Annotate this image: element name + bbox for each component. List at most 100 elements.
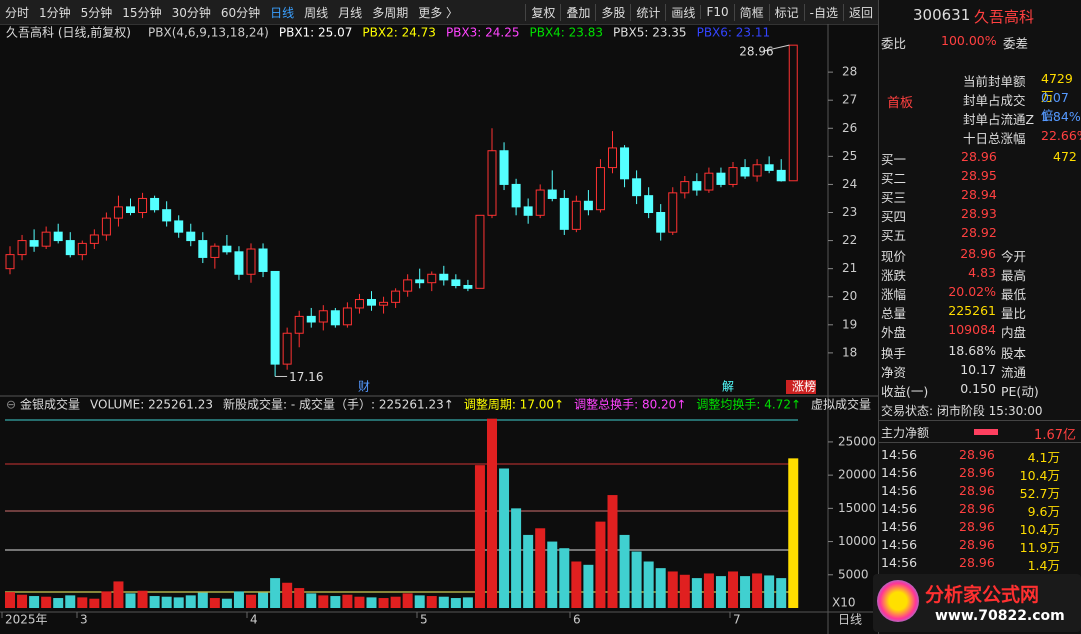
volume-bar bbox=[487, 418, 497, 608]
label: 收益(一) bbox=[881, 384, 929, 399]
quote-row: 14:56 28.96 11.9万 bbox=[881, 536, 1080, 555]
bid-label: 买三 bbox=[881, 190, 907, 205]
candle-body bbox=[379, 301, 389, 306]
candle-body bbox=[620, 147, 630, 180]
candle-body bbox=[246, 248, 256, 275]
candle-body bbox=[704, 172, 714, 191]
volume-bar bbox=[414, 595, 425, 608]
volume-bar bbox=[89, 598, 100, 608]
event-marker: 解 bbox=[722, 380, 734, 394]
candle-body bbox=[439, 273, 449, 281]
unit-label: X10 bbox=[832, 596, 856, 610]
divider bbox=[879, 442, 1081, 443]
volume-header: 调整总换手: 80.20↑ bbox=[574, 397, 686, 412]
quote-row: 14:56 28.96 4.1万 bbox=[881, 446, 1080, 465]
toolbar-button[interactable]: 多股 bbox=[595, 3, 630, 21]
volume-bar bbox=[342, 594, 353, 608]
volume-bar bbox=[306, 593, 317, 608]
toolbar-button[interactable]: 日线 bbox=[270, 5, 295, 20]
volume-bar bbox=[523, 534, 534, 608]
candle-body bbox=[5, 254, 15, 270]
label: 今开 bbox=[1001, 249, 1027, 264]
label: 总量 bbox=[881, 306, 907, 321]
toolbar-button[interactable]: F10 bbox=[700, 5, 733, 19]
candle-body bbox=[162, 209, 172, 222]
toolbar-button[interactable]: 5分钟 bbox=[80, 5, 113, 20]
candle-body bbox=[294, 315, 304, 334]
toolbar-button[interactable]: 15分钟 bbox=[122, 5, 162, 20]
toolbar-button[interactable]: 更多 〉 bbox=[418, 5, 459, 20]
volume-bar bbox=[53, 598, 64, 608]
volume-bar bbox=[776, 578, 787, 608]
toolbar-button[interactable]: 30分钟 bbox=[171, 5, 211, 20]
trade-price: 28.96 bbox=[959, 447, 995, 462]
toolbar-button[interactable]: 月线 bbox=[338, 5, 363, 20]
toolbar-button[interactable]: 分时 bbox=[5, 5, 30, 20]
toolbar-button[interactable]: 统计 bbox=[630, 3, 665, 21]
candle-body bbox=[318, 310, 328, 323]
candle-body bbox=[89, 234, 99, 244]
volume-bar bbox=[354, 596, 365, 608]
label: 流通 bbox=[1001, 365, 1027, 380]
y-tick-label: 24 bbox=[842, 177, 857, 191]
candle-body bbox=[330, 310, 340, 326]
seal-label: 当前封单额 bbox=[963, 74, 1026, 89]
candle-body bbox=[29, 240, 39, 247]
label: 现价 bbox=[881, 249, 907, 264]
quote-row: 买四 28.93 bbox=[881, 205, 1080, 224]
toolbar-button[interactable]: 复权 bbox=[525, 3, 560, 21]
toolbar-button[interactable]: 返回 bbox=[842, 3, 878, 21]
label: 净资 bbox=[881, 365, 907, 380]
volume-bar bbox=[173, 597, 184, 608]
toolbar-button[interactable]: -自选 bbox=[803, 3, 843, 21]
toolbar-button[interactable]: 叠加 bbox=[560, 3, 595, 21]
volume-bar bbox=[29, 596, 40, 608]
candle-body bbox=[487, 150, 497, 216]
toolbar-button[interactable]: 简框 bbox=[733, 3, 769, 21]
candle-body bbox=[17, 240, 27, 256]
trade-time: 14:56 bbox=[881, 447, 918, 462]
trade-volume: 10.4万 bbox=[1019, 522, 1060, 537]
x-tick-label: 2025年 bbox=[5, 613, 48, 627]
label: 委比 bbox=[881, 36, 907, 51]
volume-bar bbox=[149, 596, 160, 608]
volume-bar bbox=[619, 534, 630, 608]
volume-bar bbox=[137, 590, 148, 608]
toolbar-button[interactable]: 多周期 bbox=[372, 5, 409, 20]
volume-bar bbox=[715, 576, 726, 608]
candle-body bbox=[559, 197, 569, 230]
candle-body bbox=[644, 195, 654, 213]
candle-body bbox=[740, 167, 750, 177]
max-label: 28.96 bbox=[739, 45, 773, 59]
y-tick-label: 28 bbox=[842, 65, 857, 79]
quote-row: 现价 28.96 今开 bbox=[881, 245, 1080, 264]
toolbar-button[interactable]: 1分钟 bbox=[39, 5, 71, 20]
candle-body bbox=[427, 273, 437, 284]
volume-bar bbox=[221, 598, 232, 608]
toolbar-button[interactable]: 60分钟 bbox=[220, 5, 261, 20]
stock-name: 久吾高科 bbox=[974, 8, 1035, 26]
volume-bar bbox=[595, 521, 606, 608]
volume-bar bbox=[438, 596, 449, 608]
label: 股本 bbox=[1001, 346, 1027, 361]
candle-body bbox=[210, 245, 220, 258]
value: 18.68% bbox=[948, 343, 996, 358]
quote-row: 涨幅 20.02% 最低 bbox=[881, 283, 1080, 302]
x-tick-label: 3 bbox=[80, 613, 88, 627]
volume-bar bbox=[511, 508, 522, 608]
toolbar-button[interactable]: 周线 bbox=[304, 5, 329, 20]
toolbar-button[interactable]: 画线 bbox=[665, 3, 700, 21]
candle-body bbox=[258, 248, 268, 272]
trade-price: 28.96 bbox=[959, 555, 995, 570]
toolbar-button[interactable]: 标记 bbox=[768, 3, 804, 21]
trade-time: 14:56 bbox=[881, 555, 918, 570]
volume-header: 新股成交量: - 成交量（手）: 225261.23↑ bbox=[223, 397, 454, 412]
value: 100.00% bbox=[941, 33, 997, 48]
seal-label: 封单占成交 bbox=[963, 93, 1026, 108]
quote-row: 封单占成交 0.07倍 bbox=[881, 89, 1080, 123]
quote-row: 净资 10.17 流通 bbox=[881, 361, 1080, 380]
candle-body bbox=[234, 251, 244, 275]
candle-body bbox=[463, 285, 473, 289]
bid-price: 28.92 bbox=[961, 225, 997, 240]
volume-header: 虚拟成交量 bbox=[811, 397, 871, 412]
